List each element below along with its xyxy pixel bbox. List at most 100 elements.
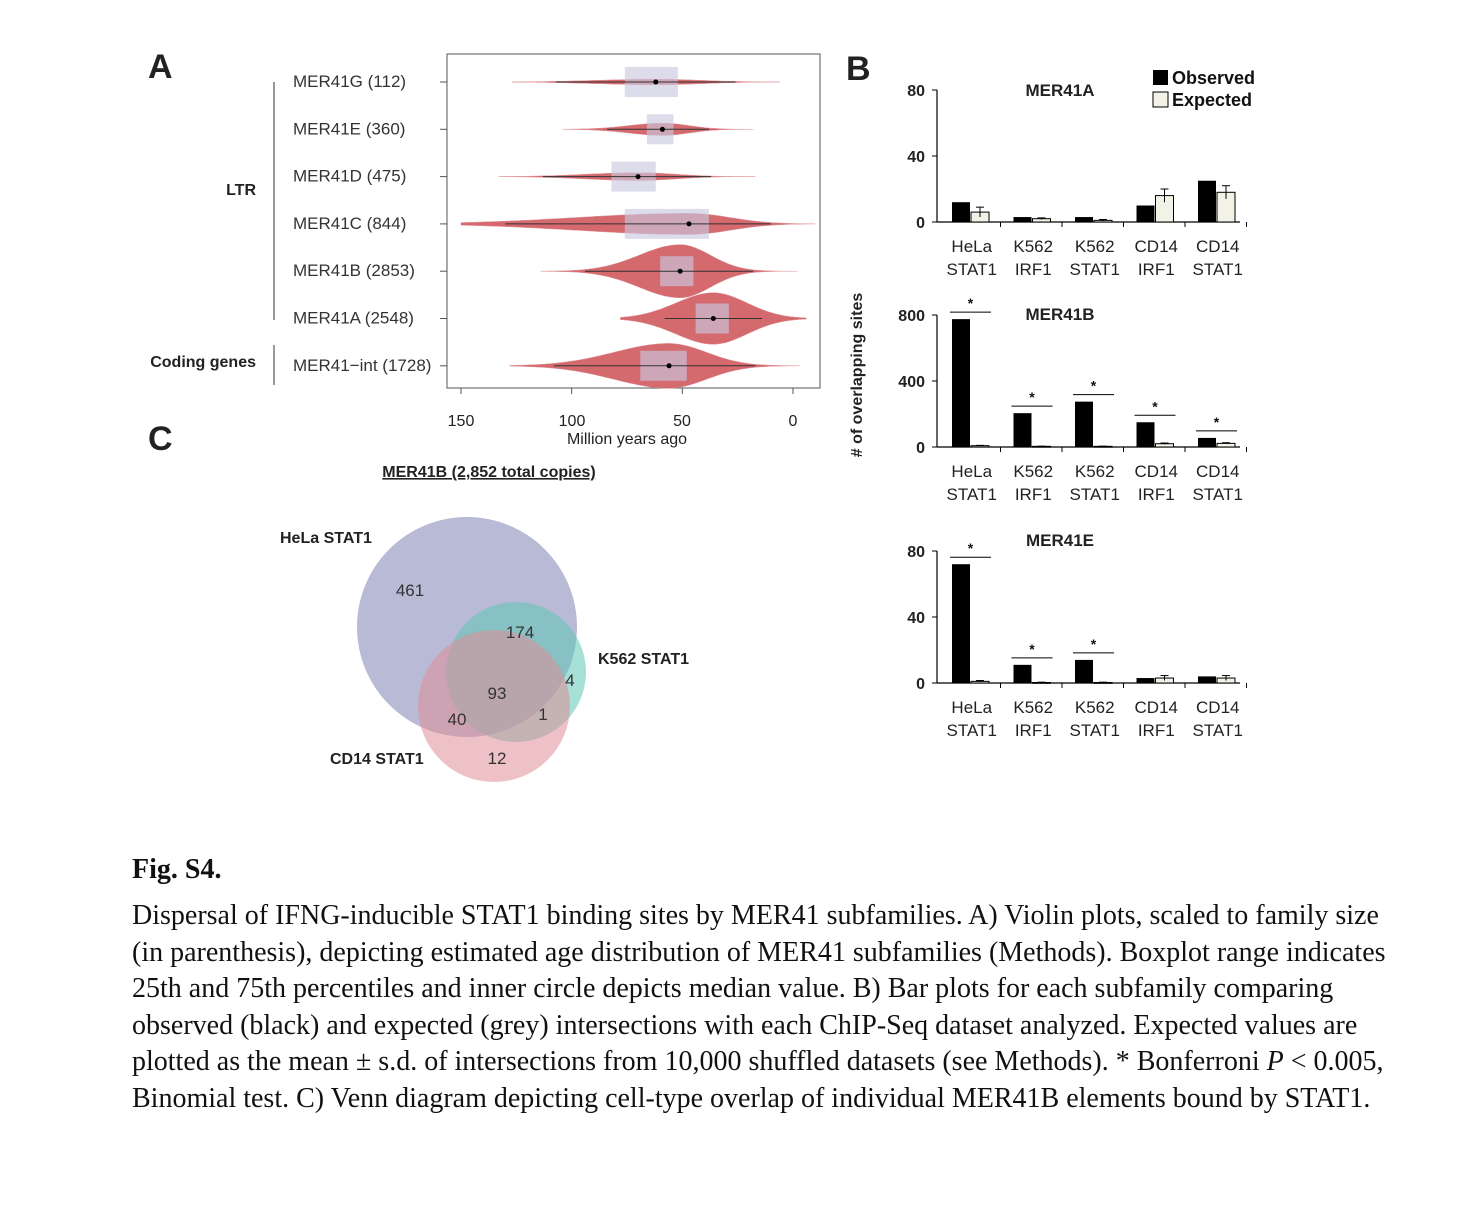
violin-row-label: MER41A (2548) <box>293 309 414 328</box>
caption-text-part2: < 0.005, Binomial test. C) Venn diagram … <box>132 1046 1384 1114</box>
significance-star: * <box>968 295 974 311</box>
bar-subplot-mer41b: MER41B 0 400 800 * HeLa STAT1 * K562 IRF1 * K562 STA… <box>898 295 1247 504</box>
bar-category-sublabel: STAT1 <box>1070 721 1120 740</box>
bar-y-axis-label: # of overlapping sites <box>849 293 866 458</box>
bar-y-tick-label: 40 <box>907 610 925 627</box>
bar-category-sublabel: STAT1 <box>947 260 997 279</box>
bar-category-label: K562 <box>1075 462 1115 481</box>
venn-count-k562-cd14: 1 <box>538 705 547 724</box>
violin-row-label: MER41C (844) <box>293 214 406 233</box>
x-tick-100: 100 <box>559 413 586 430</box>
bar-category-sublabel: STAT1 <box>947 485 997 504</box>
venn-circle-cd14 <box>418 630 570 782</box>
bar-observed <box>952 202 970 222</box>
bar-legend: Observed Expected <box>1152 68 1255 110</box>
bar-category-sublabel: IRF1 <box>1015 260 1052 279</box>
venn-count-k562-only: 4 <box>565 671 574 690</box>
bar-subplot-mer41a: MER41A 0 40 80 HeLa STAT1 K562 IRF1 K562 STAT1 CD1… <box>907 81 1247 279</box>
bar-category-label: K562 <box>1075 698 1115 717</box>
bar-observed <box>1013 664 1032 683</box>
violin-row-label: MER41B (2853) <box>293 261 415 280</box>
bar-category-sublabel: STAT1 <box>1193 485 1243 504</box>
bar-category-sublabel: IRF1 <box>1138 721 1175 740</box>
bar-category-label: HeLa <box>951 237 992 256</box>
bar-y-tick-label: 0 <box>916 676 925 693</box>
significance-star: * <box>1029 389 1035 405</box>
violin-median <box>710 316 716 321</box>
venn-count-hela-cd14: 40 <box>448 710 467 729</box>
bar-subplot-title: MER41E <box>1026 531 1094 550</box>
violin-median <box>659 126 665 132</box>
caption-body: Dispersal of IFNG-inducible STAT1 bindin… <box>132 898 1402 1117</box>
group-label-coding-genes: Coding genes <box>150 354 256 371</box>
bar-category-sublabel: STAT1 <box>1193 721 1243 740</box>
bar-category-label: K562 <box>1013 237 1053 256</box>
bar-subplots: MER41A 0 40 80 HeLa STAT1 K562 IRF1 K562 STAT1 CD1… <box>898 81 1247 740</box>
venn-count-cd14-only: 12 <box>488 749 507 768</box>
violin-row-label: MER41G (112) <box>293 72 406 91</box>
x-tick-50: 50 <box>673 413 691 430</box>
group-label-ltr: LTR <box>226 182 256 199</box>
violin-median <box>666 363 672 369</box>
bar-y-tick-label: 40 <box>907 149 925 166</box>
figure-s4: A LTR Coding genes MER41G (112) MER41E (3… <box>148 48 1255 782</box>
panel-a-letter: A <box>148 48 173 86</box>
caption-p-symbol: P <box>1266 1046 1284 1077</box>
legend-label-expected: Expected <box>1172 90 1252 110</box>
significance-star: * <box>1029 641 1035 657</box>
bar-observed <box>1198 180 1216 222</box>
bar-category-sublabel: IRF1 <box>1015 485 1052 504</box>
bar-category-label: HeLa <box>951 698 992 717</box>
bar-category-label: CD14 <box>1196 698 1239 717</box>
bar-category-label: CD14 <box>1135 698 1178 717</box>
bar-y-tick-label: 400 <box>898 374 925 391</box>
bar-category-label: CD14 <box>1196 237 1239 256</box>
bar-observed <box>952 319 970 447</box>
bar-observed <box>1136 205 1155 222</box>
bar-category-label: HeLa <box>951 462 992 481</box>
venn-title: MER41B (2,852 total copies) <box>382 464 595 481</box>
bar-subplot-mer41e: MER41E 0 40 80 * HeLa STAT1 * K562 IRF1 * K562 STAT1… <box>907 531 1247 740</box>
bar-y-tick-label: 0 <box>916 440 925 457</box>
bar-observed <box>952 564 970 683</box>
legend-label-observed: Observed <box>1172 68 1255 88</box>
bar-observed <box>1136 422 1155 447</box>
bar-y-tick-label: 80 <box>907 544 925 561</box>
venn-label-k562: K562 STAT1 <box>598 651 689 668</box>
venn-count-hela-k562: 174 <box>506 623 534 642</box>
bar-observed <box>1075 217 1093 222</box>
bar-observed <box>1198 676 1216 683</box>
bar-subplot-title: MER41A <box>1026 81 1095 100</box>
bar-category-label: CD14 <box>1135 462 1178 481</box>
violin-median <box>635 174 641 180</box>
significance-star: * <box>1214 414 1220 430</box>
violin-plot-frame <box>446 53 821 389</box>
bar-category-label: K562 <box>1013 698 1053 717</box>
bar-observed <box>1136 678 1155 683</box>
significance-star: * <box>1152 398 1158 414</box>
venn-count-hela-only: 461 <box>396 581 424 600</box>
x-axis-label: Million years ago <box>567 431 687 448</box>
bar-observed <box>1013 413 1032 447</box>
bar-y-tick-label: 800 <box>898 308 925 325</box>
bar-category-sublabel: STAT1 <box>1193 260 1243 279</box>
violin-median <box>653 79 659 85</box>
violin-row-label: MER41−int (1728) <box>293 356 431 375</box>
violin-median <box>686 221 692 227</box>
violin-x-axis: 150 100 50 0 Million years ago <box>448 413 798 448</box>
x-tick-0: 0 <box>789 413 798 430</box>
bar-category-sublabel: IRF1 <box>1015 721 1052 740</box>
violin-row-label: MER41E (360) <box>293 119 405 138</box>
bar-observed <box>1075 659 1093 683</box>
bar-category-label: K562 <box>1013 462 1053 481</box>
venn-label-hela: HeLa STAT1 <box>280 530 372 547</box>
bar-category-label: K562 <box>1075 237 1115 256</box>
legend-swatch-observed <box>1153 70 1168 85</box>
venn-count-all-three: 93 <box>488 684 507 703</box>
venn-diagram: HeLa STAT1 K562 STAT1 CD14 STAT1 461 174… <box>280 517 689 782</box>
significance-star: * <box>1091 636 1097 652</box>
bar-category-sublabel: IRF1 <box>1138 485 1175 504</box>
caption-title: Fig. S4. <box>132 854 222 885</box>
panel-b-letter: B <box>846 50 871 88</box>
x-tick-150: 150 <box>448 413 475 430</box>
